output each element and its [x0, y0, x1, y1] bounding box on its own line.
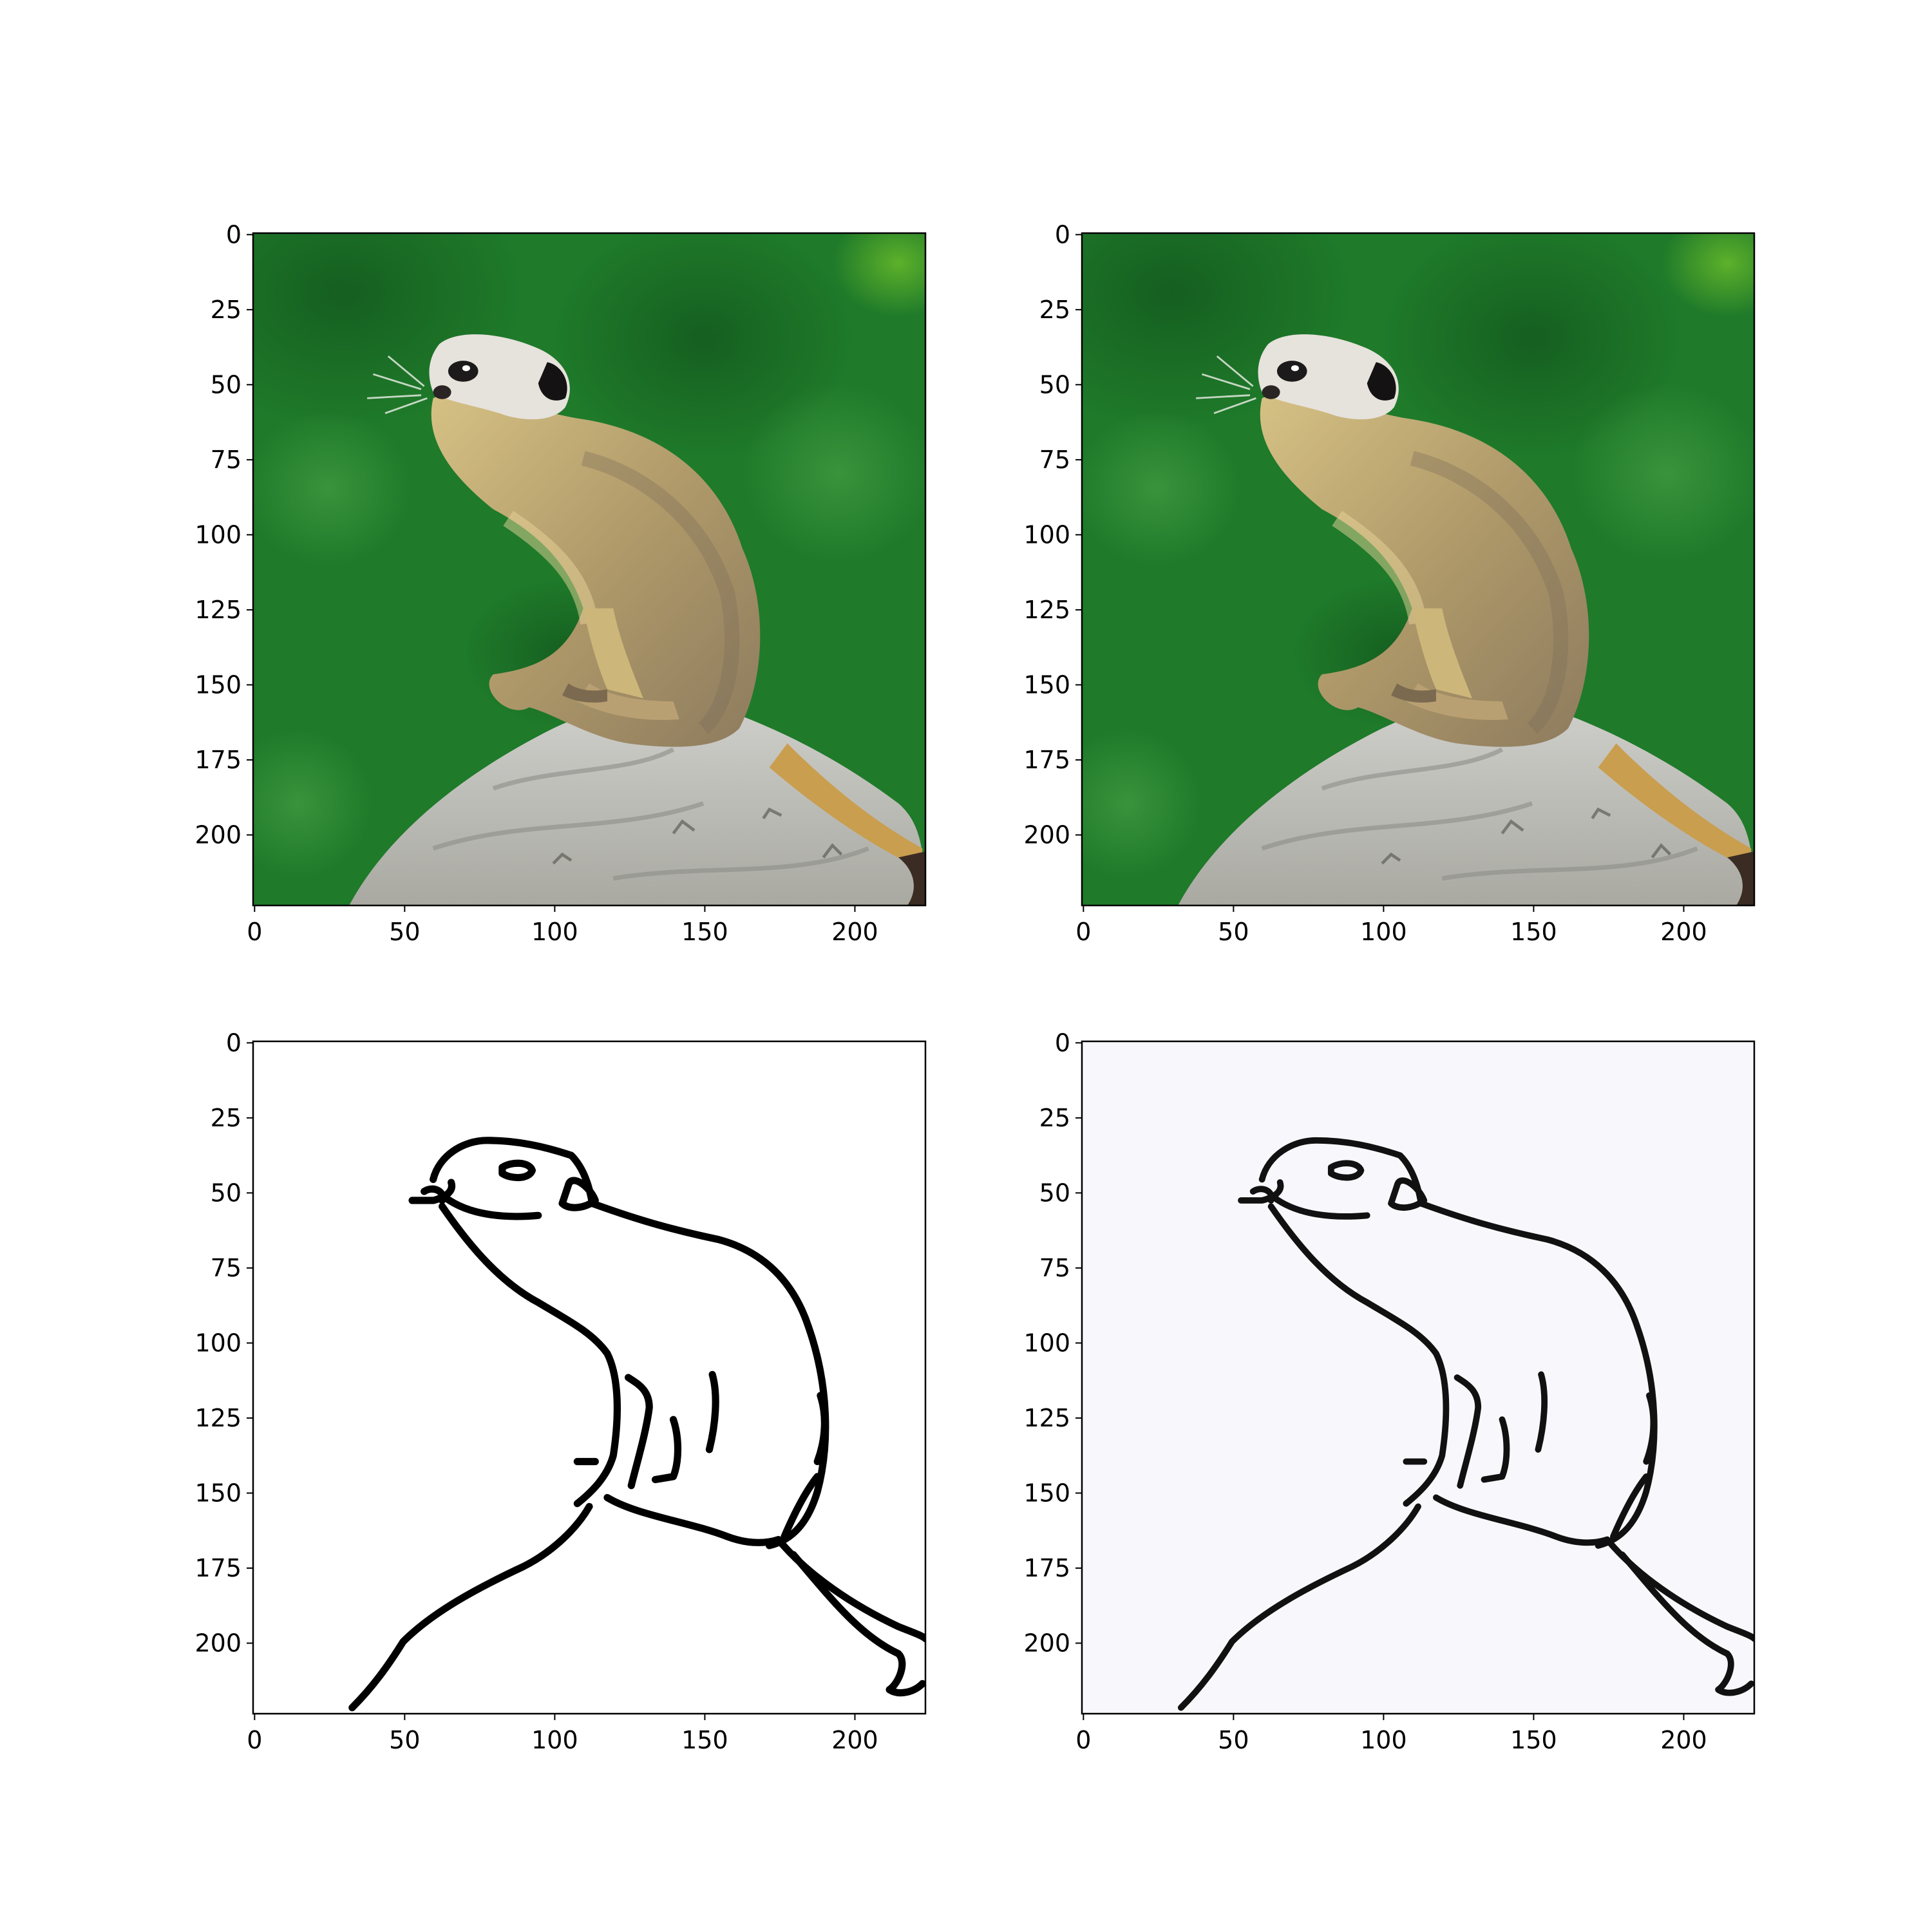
- y-tick-label: 200: [1023, 1629, 1070, 1657]
- y-tick-label: 25: [211, 296, 242, 324]
- sketch-background: [1082, 1041, 1754, 1714]
- x-tick-label: 100: [531, 1726, 578, 1754]
- y-tick-label: 100: [1023, 520, 1070, 549]
- y-tick-label: 50: [211, 370, 242, 399]
- y-tick-label: 75: [1039, 1254, 1070, 1282]
- panel-sketch-original: 0 25 50 75 100 125 150 175 200 0 50 100 150 200: [194, 1028, 927, 1754]
- y-tick-label: 175: [194, 1554, 242, 1582]
- axes-frame: [252, 232, 927, 907]
- y-tick-label: 25: [1039, 1104, 1070, 1132]
- y-tick-label: 125: [194, 596, 242, 624]
- x-tick-label: 200: [1660, 918, 1707, 946]
- x-tick-label: 50: [1218, 1726, 1249, 1754]
- y-tick-label: 150: [194, 670, 242, 699]
- y-tick-label: 200: [1023, 820, 1070, 849]
- x-tick-label: 0: [247, 1726, 262, 1754]
- y-tick-label: 75: [1039, 446, 1070, 474]
- y-tick-label: 200: [194, 820, 242, 849]
- y-tick-label: 50: [1039, 1179, 1070, 1207]
- y-tick-label: 25: [1039, 296, 1070, 324]
- x-tick-label: 0: [247, 918, 262, 946]
- photo-image: [163, 158, 964, 905]
- photo-image: [992, 158, 1793, 905]
- axes-frame: [1081, 1040, 1756, 1715]
- axes-frame: [252, 1040, 927, 1715]
- y-tick-label: 200: [194, 1629, 242, 1657]
- y-tick-label: 0: [226, 1028, 242, 1057]
- y-tick-label: 0: [1055, 220, 1070, 249]
- x-tick-label: 200: [1660, 1726, 1707, 1754]
- y-tick-label: 0: [226, 220, 242, 249]
- x-tick-label: 150: [681, 918, 728, 946]
- y-tick-label: 150: [1023, 670, 1070, 699]
- sketch-image: [1082, 1041, 1754, 1714]
- x-tick-label: 150: [1510, 1726, 1557, 1754]
- y-tick-label: 100: [194, 1329, 242, 1357]
- x-tick-label: 150: [681, 1726, 728, 1754]
- panel-sketch-reconstructed: 0 25 50 75 100 125 150 175 200 0 50 100 150 200: [1023, 1028, 1756, 1754]
- y-tick-label: 125: [1023, 596, 1070, 624]
- x-tick-label: 100: [1360, 1726, 1407, 1754]
- y-tick-label: 50: [1039, 370, 1070, 399]
- y-tick-label: 175: [1023, 746, 1070, 774]
- y-tick-label: 100: [194, 520, 242, 549]
- x-tick-label: 0: [1075, 1726, 1091, 1754]
- y-tick-label: 75: [211, 446, 242, 474]
- x-tick-label: 50: [1218, 918, 1249, 946]
- y-tick-label: 125: [194, 1404, 242, 1432]
- y-tick-label: 150: [194, 1479, 242, 1507]
- sketch-image: [253, 1041, 925, 1714]
- axes-frame: [1081, 232, 1756, 907]
- y-tick-label: 100: [1023, 1329, 1070, 1357]
- x-tick-label: 100: [1360, 918, 1407, 946]
- x-tick-label: 0: [1075, 918, 1091, 946]
- y-tick-label: 175: [1023, 1554, 1070, 1582]
- panel-photo-original: 0 25 50 75 100 125 150 175 200 0 50 100 150 200: [163, 158, 964, 946]
- y-tick-label: 150: [1023, 1479, 1070, 1507]
- x-tick-label: 200: [831, 1726, 878, 1754]
- x-tick-label: 150: [1510, 918, 1557, 946]
- y-tick-label: 0: [1055, 1028, 1070, 1057]
- x-tick-label: 50: [389, 918, 420, 946]
- y-tick-label: 50: [211, 1179, 242, 1207]
- x-tick-label: 200: [831, 918, 878, 946]
- x-tick-label: 100: [531, 918, 578, 946]
- x-tick-label: 50: [389, 1726, 420, 1754]
- y-tick-label: 75: [211, 1254, 242, 1282]
- y-tick-label: 175: [194, 746, 242, 774]
- y-tick-label: 125: [1023, 1404, 1070, 1432]
- panel-photo-reconstructed: 0 25 50 75 100 125 150 175 200 0 50 100 150 200: [992, 158, 1793, 946]
- sketch-background: [253, 1041, 925, 1714]
- y-tick-label: 25: [211, 1104, 242, 1132]
